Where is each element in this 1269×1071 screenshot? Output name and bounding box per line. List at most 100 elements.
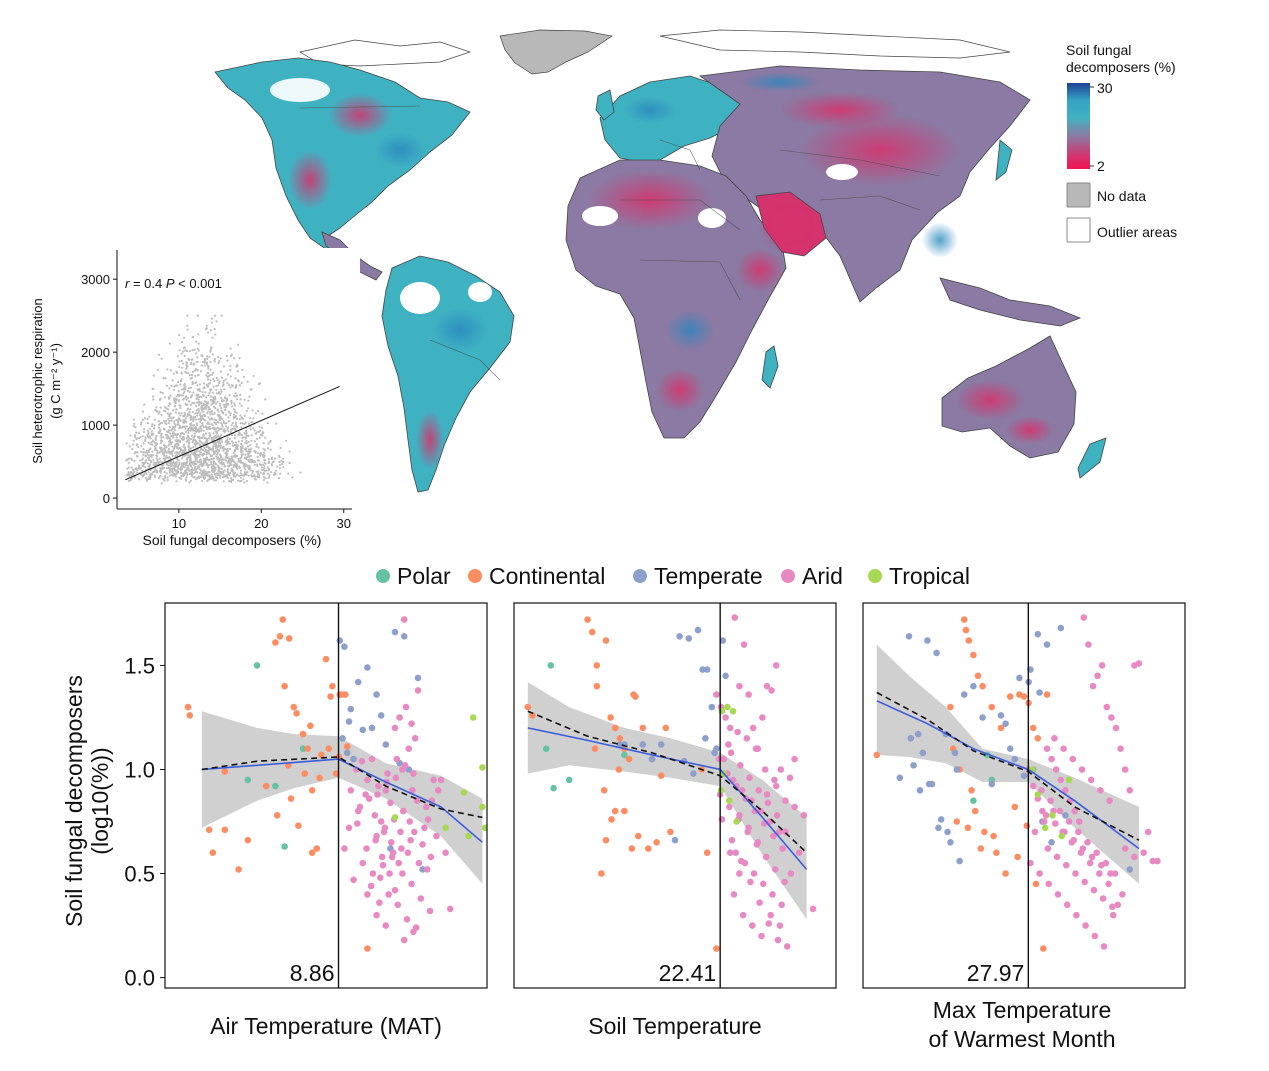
- inset-point: [212, 445, 215, 448]
- inset-point: [165, 472, 168, 475]
- inset-point: [240, 404, 243, 407]
- panel-1-point-arid: [791, 755, 798, 763]
- inset-point: [146, 417, 149, 421]
- inset-point: [198, 439, 201, 442]
- madagascar: [761, 345, 779, 389]
- inset-y-tick-label: 0: [103, 491, 110, 506]
- inset-point: [253, 463, 256, 466]
- panel-0-point-arid: [382, 922, 390, 929]
- inset-point: [208, 463, 211, 466]
- panel-1-point-arid: [725, 741, 732, 748]
- panel-1-point-arid: [752, 745, 760, 752]
- panel-0-point-arid: [437, 776, 445, 784]
- panel-0-point-arid: [377, 818, 385, 825]
- inset-point: [137, 467, 140, 470]
- inset-point: [170, 473, 173, 476]
- inset-point: [150, 453, 153, 456]
- inset-point: [199, 370, 202, 373]
- inset-point: [171, 441, 174, 444]
- inset-point: [206, 331, 210, 334]
- inset-point: [144, 439, 147, 442]
- inset-point: [262, 478, 265, 482]
- inset-point: [191, 411, 194, 414]
- panel-0-point-arid: [421, 824, 428, 832]
- inset-point: [216, 379, 219, 382]
- inset-point: [179, 414, 182, 417]
- inset-point: [266, 447, 269, 450]
- inset-point: [219, 370, 222, 373]
- inset-point: [138, 437, 141, 440]
- inset-point: [224, 456, 227, 459]
- panel-0-point-tropical: [460, 789, 468, 796]
- inset-point: [232, 427, 235, 430]
- inset-point: [214, 398, 217, 401]
- inset-point: [194, 454, 197, 457]
- inset-point: [174, 451, 177, 454]
- inset-point: [176, 454, 179, 457]
- inset-point: [279, 446, 282, 450]
- panel-1-point-arid: [736, 812, 743, 819]
- inset-point: [231, 405, 234, 408]
- inset-point: [215, 384, 218, 388]
- inset-point: [268, 474, 271, 477]
- inset-point: [272, 460, 275, 463]
- inset-point: [254, 412, 257, 415]
- panel-2-point-arid: [1103, 703, 1111, 711]
- inset-point: [257, 446, 260, 449]
- panel-0-point-continental: [290, 703, 298, 711]
- panel-2-point-temperate: [1034, 630, 1042, 638]
- panel-1-point-arid: [732, 849, 739, 856]
- panel-2-xlabel-line1: Max Temperature: [933, 997, 1112, 1023]
- inset-point: [198, 455, 201, 458]
- legend-swatch-continental: [468, 569, 482, 583]
- inset-point: [138, 432, 141, 435]
- inset-point: [214, 333, 217, 336]
- inset-point: [211, 413, 214, 416]
- inset-point: [273, 471, 276, 474]
- panel-1-point-temperate: [616, 741, 624, 748]
- panel-0-point-arid: [408, 720, 415, 727]
- inset-point: [211, 449, 214, 452]
- inset-point: [184, 478, 187, 481]
- panel-0-point-temperate: [345, 718, 353, 725]
- inset-point: [195, 440, 198, 443]
- inset-point: [151, 450, 154, 453]
- inset-point: [225, 403, 228, 406]
- inset-point: [171, 379, 174, 382]
- inset-point: [189, 415, 193, 418]
- inset-point: [170, 384, 173, 387]
- inset-point: [196, 347, 199, 350]
- panel-0-point-arid: [371, 812, 379, 819]
- inset-point: [212, 377, 215, 380]
- inset-point: [180, 462, 183, 465]
- inset-point: [242, 417, 245, 420]
- panel-0-point-arid: [393, 755, 401, 763]
- inset-point: [188, 390, 191, 394]
- inset-point: [147, 422, 150, 425]
- japan: [995, 139, 1013, 181]
- inset-point: [183, 415, 186, 418]
- inset-point: [168, 425, 171, 429]
- panel-1-point-arid: [795, 849, 803, 856]
- inset-point: [176, 423, 179, 426]
- panel-2-point-continental: [947, 703, 954, 711]
- inset-point: [130, 466, 133, 469]
- inset-point: [177, 444, 180, 447]
- inset-point: [264, 477, 267, 480]
- inset-point: [186, 473, 189, 477]
- inset-point: [181, 452, 184, 455]
- inset-point: [144, 471, 147, 474]
- panel-2-point-continental: [960, 616, 968, 623]
- inset-point: [198, 471, 201, 475]
- panel-1-point-arid: [759, 714, 766, 721]
- inset-point: [175, 408, 178, 411]
- panel-2-point-temperate: [1002, 720, 1009, 727]
- panel-1-point-arid: [781, 878, 788, 886]
- inset-point: [221, 446, 224, 449]
- inset-point: [220, 407, 223, 410]
- panel-0-point-arid: [363, 845, 370, 852]
- inset-point: [141, 435, 144, 438]
- inset-point: [215, 418, 218, 422]
- inset-point: [196, 467, 199, 470]
- panel-1-point-temperate: [719, 637, 727, 644]
